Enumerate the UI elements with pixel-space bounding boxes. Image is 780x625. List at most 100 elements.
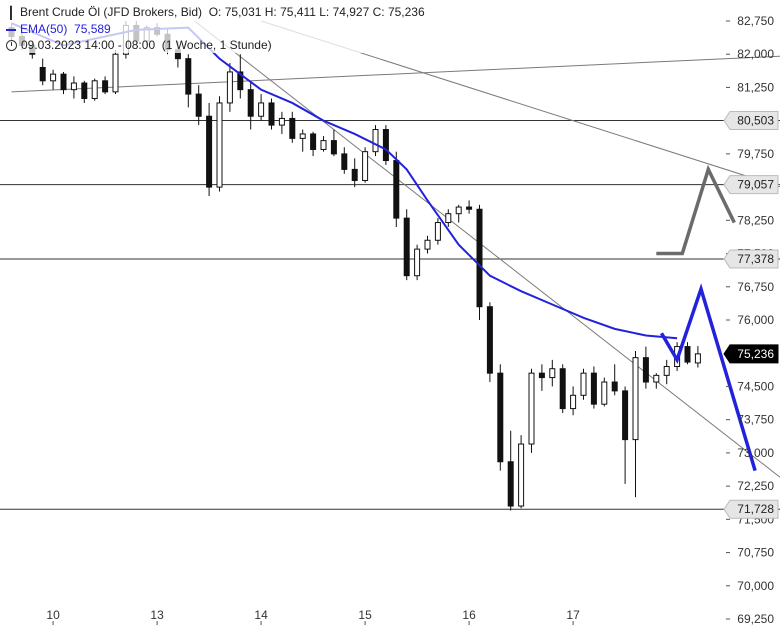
candle-body: [403, 217, 410, 277]
candle-body: [185, 58, 192, 95]
candle-body: [310, 133, 317, 150]
projection-paths: [656, 164, 757, 472]
y-axis: 82,75082,00081,25080,50079,75079,00078,2…: [726, 14, 774, 625]
candle: [497, 364, 504, 471]
candle: [216, 96, 223, 192]
candle: [102, 76, 109, 95]
candle-body: [434, 222, 441, 241]
ohlc-values: O: 75,031 H: 75,411 L: 74,927 C: 75,236: [208, 5, 425, 19]
projection-path: [656, 164, 736, 256]
candle-body: [50, 73, 57, 82]
candle-body: [486, 306, 493, 374]
candle: [434, 218, 441, 245]
candle-body: [206, 115, 213, 188]
projection-path: [659, 283, 757, 472]
horizontal-levels: [0, 120, 780, 510]
x-axis: 10 13 14 15 16 17: [46, 608, 580, 625]
candle: [91, 78, 98, 101]
candle: [247, 80, 254, 130]
candle-body: [663, 366, 670, 376]
timeframe: (1 Woche, 1 Stunde): [161, 37, 272, 52]
candle-body: [497, 372, 504, 463]
candle: [538, 364, 545, 391]
y-tick-label: 72,250: [737, 479, 774, 493]
candle: [549, 359, 556, 387]
candle: [70, 76, 77, 99]
candle-body: [247, 89, 254, 117]
x-tick-label: 13: [150, 608, 164, 622]
candle-body: [590, 372, 597, 405]
candle-body: [424, 239, 431, 250]
candle-body: [112, 53, 119, 93]
candle-body: [528, 372, 535, 445]
candle: [112, 49, 119, 95]
candle: [507, 430, 514, 511]
candle-body: [476, 208, 483, 308]
candle-body: [632, 357, 639, 441]
candle: [330, 129, 337, 157]
level-tag-label: 79,057: [737, 178, 774, 192]
candle-body: [351, 168, 358, 181]
candle: [632, 351, 639, 498]
candle: [528, 368, 535, 453]
candle: [518, 435, 525, 509]
y-tick-label: 70,750: [737, 546, 774, 560]
candle-body: [81, 82, 88, 100]
trend-line: [11, 55, 780, 93]
candle: [362, 147, 369, 183]
candle: [289, 111, 296, 143]
y-tick-label: 76,000: [737, 313, 774, 327]
candle: [694, 346, 701, 368]
candle: [351, 158, 358, 188]
candle-body: [216, 102, 223, 188]
candle: [310, 131, 317, 157]
candle: [590, 366, 597, 409]
ema50-line: [11, 22, 678, 340]
candle-body: [330, 140, 337, 155]
candle-body: [372, 129, 379, 153]
candle: [642, 346, 649, 389]
candle-body: [507, 461, 514, 507]
candle: [455, 204, 462, 223]
candle: [341, 147, 348, 174]
ema-label: EMA(50): [20, 21, 68, 36]
candle: [653, 373, 660, 389]
candle-body: [258, 102, 265, 117]
candle: [268, 98, 275, 130]
level-tag-box: [723, 499, 779, 519]
level-tag-box: [723, 344, 779, 364]
candle: [299, 129, 306, 152]
candle: [60, 71, 67, 95]
candle-body: [382, 129, 389, 162]
y-tick-label: 76,750: [737, 280, 774, 294]
y-tick-label: 73,750: [737, 413, 774, 427]
y-tick-label: 82,000: [737, 47, 774, 61]
candle-body: [622, 390, 629, 441]
candle: [258, 94, 265, 121]
chart-legend: ┃ Brent Crude Öl (JFD Brokers, Bid) O: 75…: [6, 4, 425, 53]
candle-body: [226, 71, 233, 104]
candle: [476, 204, 483, 320]
level-tag-label: 80,503: [737, 114, 774, 128]
x-tick-label: 14: [254, 608, 268, 622]
candle-body: [570, 394, 577, 410]
level-tag: 77,378: [723, 249, 779, 269]
level-tag: 71,728: [723, 499, 779, 519]
candle: [445, 209, 452, 227]
ema-value: 75,589: [74, 21, 111, 36]
candle-body: [694, 353, 701, 364]
candle-body: [580, 372, 587, 396]
level-tag-label: 77,378: [737, 252, 774, 266]
candle: [50, 69, 57, 90]
candle-body: [237, 71, 244, 91]
candle: [226, 63, 233, 112]
legend-instrument-row: ┃ Brent Crude Öl (JFD Brokers, Bid) O: 75…: [6, 4, 425, 21]
y-tick-label: 82,750: [737, 14, 774, 28]
y-tick-label: 81,250: [737, 80, 774, 94]
candle: [206, 102, 213, 196]
y-tick-label: 78,250: [737, 213, 774, 227]
candle-body: [268, 102, 275, 126]
legend-time-row: 09.03.2023 14:00 - 08:00 (1 Woche, 1 Stu…: [6, 37, 425, 53]
candle-body: [278, 117, 285, 126]
candle-body: [549, 368, 556, 379]
